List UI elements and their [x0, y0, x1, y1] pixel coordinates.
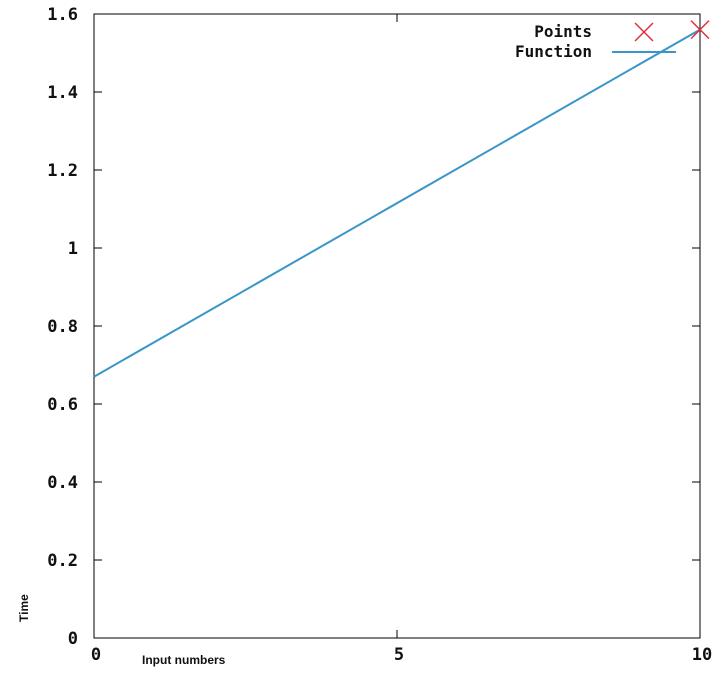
y-tick-label: 0.6: [47, 395, 78, 415]
y-tick-label: 0: [68, 629, 78, 649]
function-series-line: [93, 28, 701, 378]
points-marker: [690, 20, 710, 40]
legend-label: Function: [515, 42, 592, 61]
x-axis-title: Input numbers: [142, 653, 226, 667]
y-tick-label: 1.2: [47, 161, 78, 181]
y-axis-title: Time: [17, 594, 31, 622]
legend-label: Points: [534, 22, 592, 41]
x-tick-label: 5: [394, 645, 404, 665]
y-tick-label: 0.8: [47, 317, 78, 337]
y-tick-label: 0.2: [47, 551, 78, 571]
x-axis-ticks: 0 5 10: [91, 14, 712, 665]
y-tick-label: 1.6: [47, 5, 78, 25]
series-layer: [93, 20, 710, 378]
y-axis-ticks: 0 0.2 0.4 0.6 0.8 1 1.2 1.4 1.6: [47, 5, 700, 649]
x-tick-label: 0: [91, 645, 101, 665]
legend-points-swatch: [634, 22, 654, 42]
plot-frame: [93, 13, 701, 639]
x-tick-label: 10: [692, 645, 712, 665]
y-tick-label: 1: [68, 239, 78, 259]
y-tick-label: 1.4: [47, 83, 78, 103]
y-tick-label: 0.4: [47, 473, 78, 493]
